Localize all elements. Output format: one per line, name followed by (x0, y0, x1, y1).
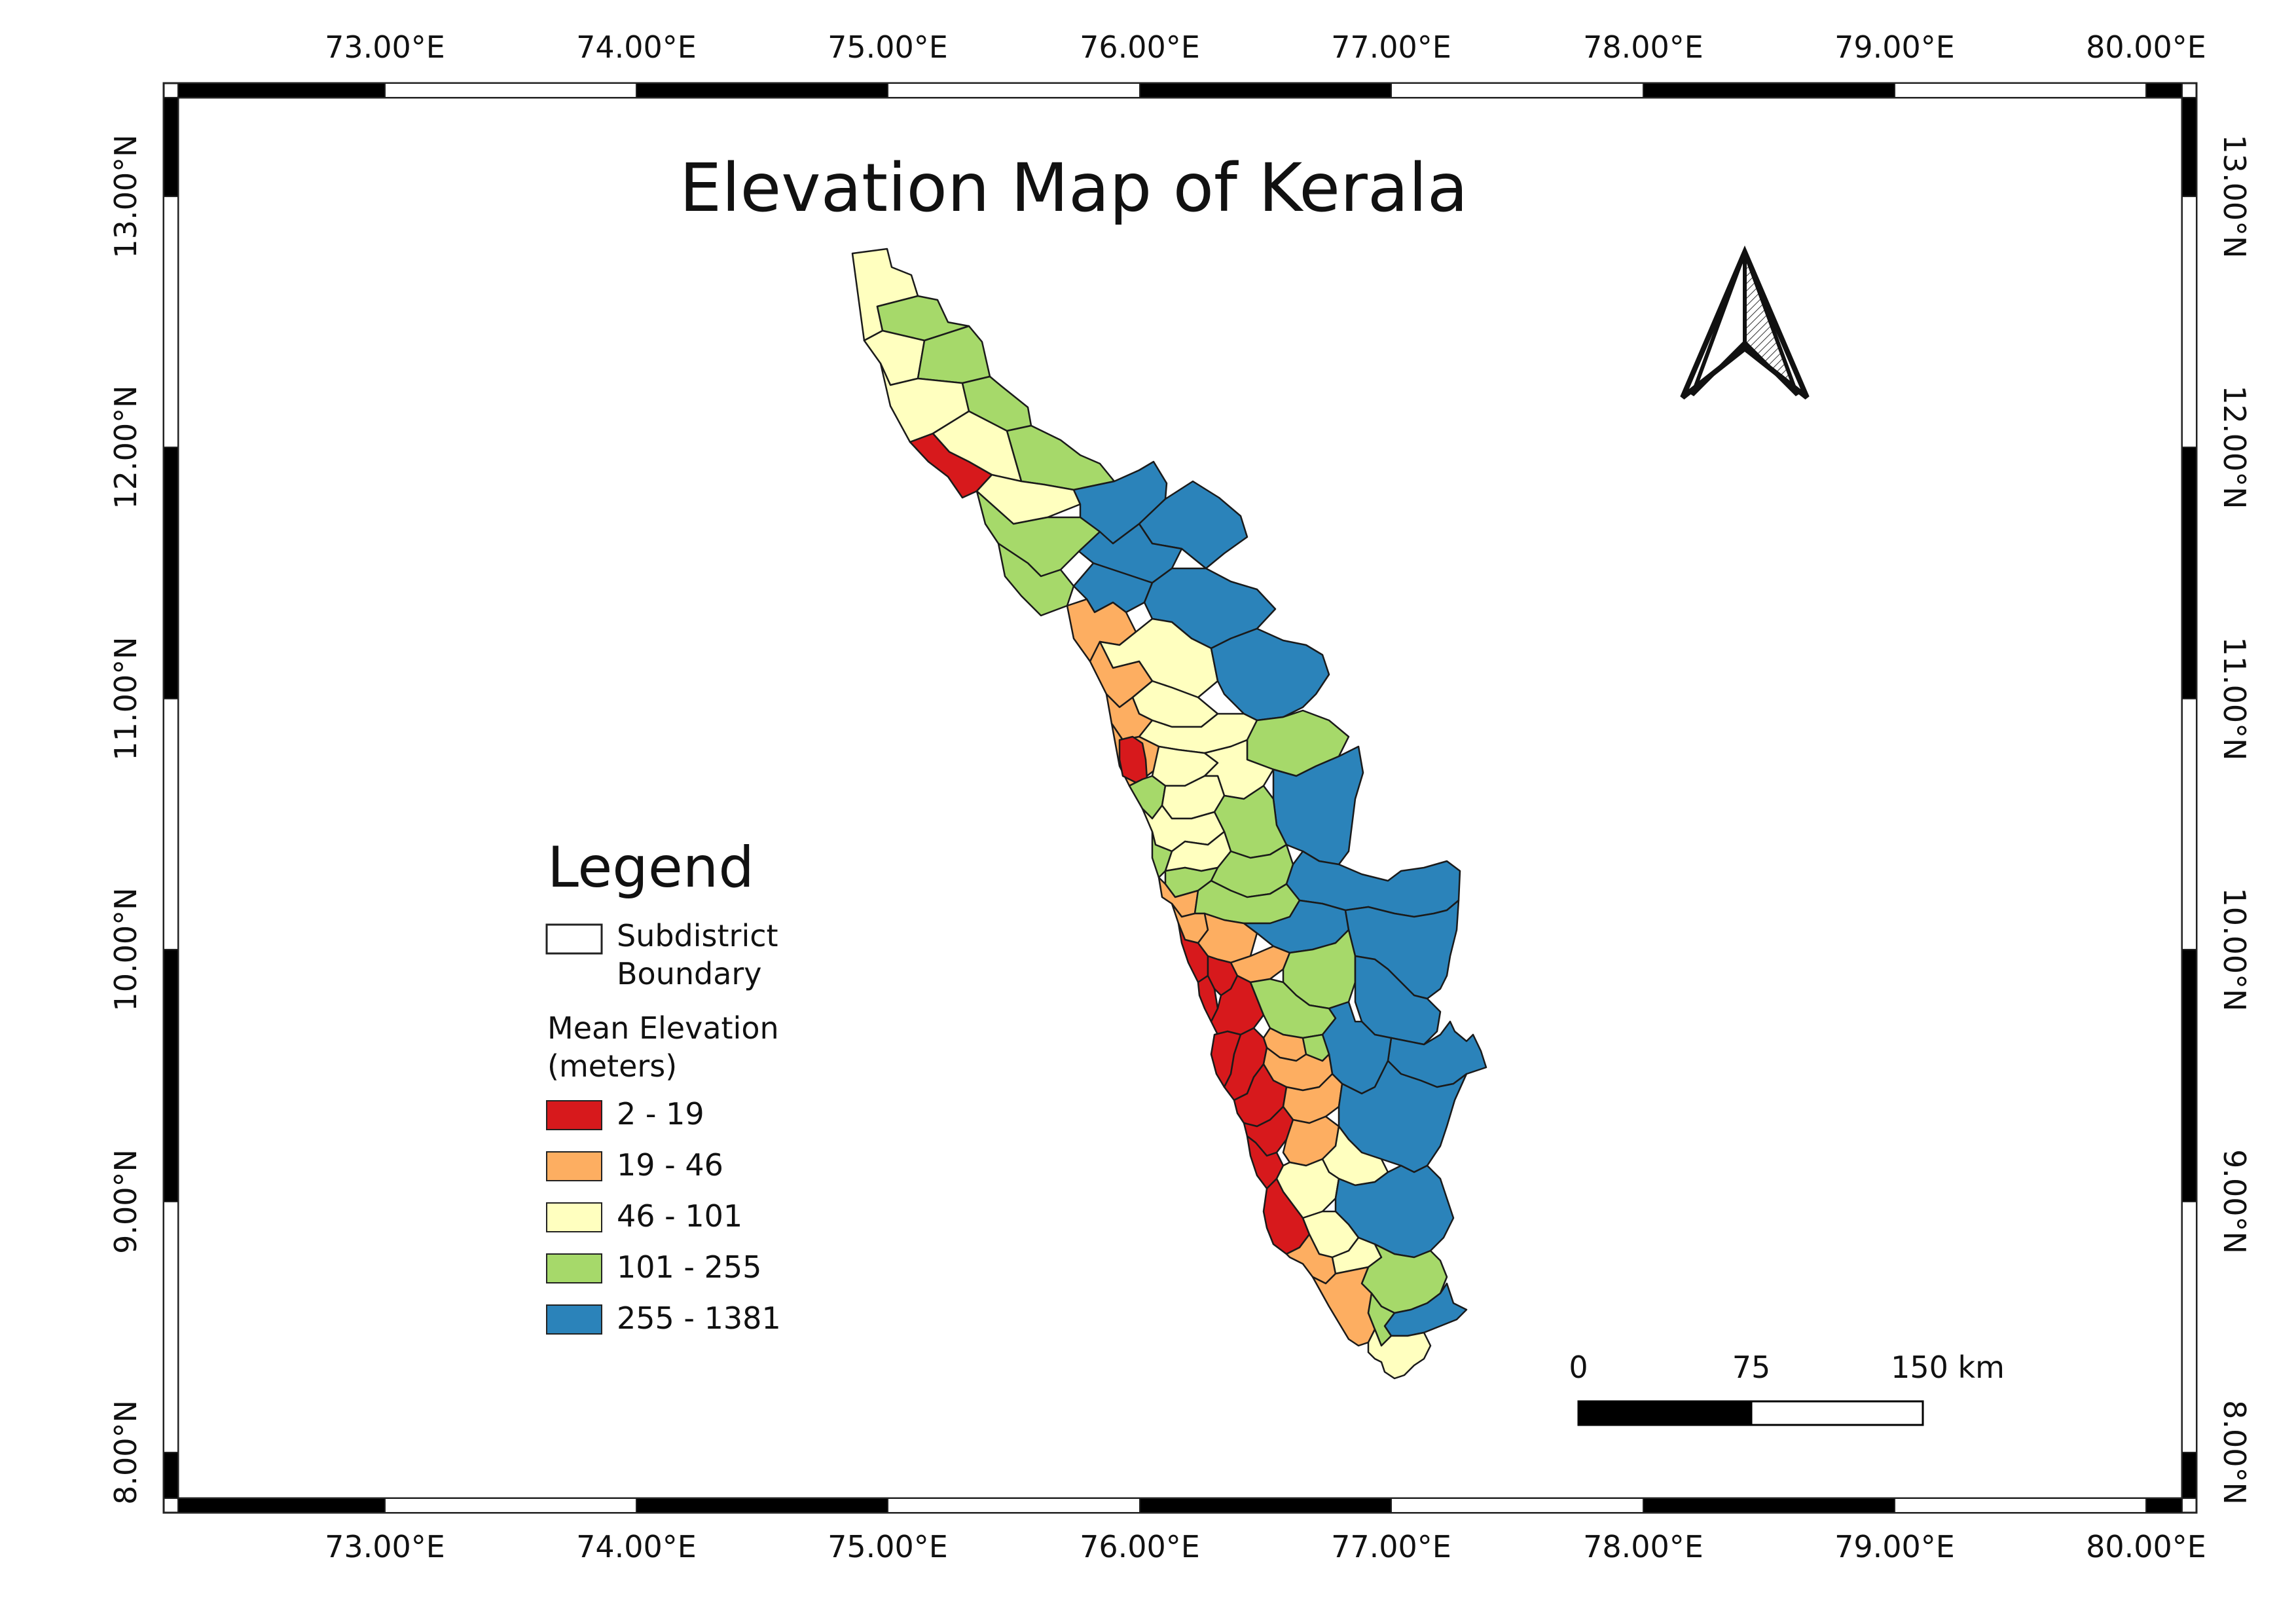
frame-graduation (163, 698, 179, 950)
map-title: Elevation Map of Kerala (680, 149, 1468, 227)
frame-graduation (2181, 698, 2197, 950)
latitude-label: 8.00°N (108, 1400, 143, 1505)
frame-graduation (1391, 1498, 1644, 1513)
longitude-labels-bottom: 73.00°E 74.00°E 75.00°E 76.00°E 77.00°E 78.00… (325, 1529, 2206, 1564)
longitude-label: 78.00°E (1583, 29, 1704, 65)
latitude-label: 12.00°N (2217, 385, 2252, 509)
latitude-label: 10.00°N (2217, 887, 2252, 1011)
latitude-label: 8.00°N (2217, 1400, 2252, 1505)
longitude-labels-top: 73.00°E 74.00°E 75.00°E 76.00°E 77.00°E 78.00… (325, 29, 2206, 65)
boundary-label-line2: Boundary (617, 956, 762, 991)
scale-bar: 0 75 150 km (1569, 1350, 2005, 1426)
longitude-label: 80.00°E (2086, 29, 2206, 65)
frame-graduation (2181, 97, 2197, 197)
latitude-label: 9.00°N (2217, 1149, 2252, 1254)
legend-class-label: 19 - 46 (617, 1147, 723, 1183)
longitude-label: 73.00°E (325, 1529, 445, 1564)
legend-swatch (546, 1253, 602, 1283)
frame-graduation (1894, 1498, 2147, 1513)
longitude-label: 76.00°E (1080, 29, 1200, 65)
frame-graduation (1643, 1498, 1895, 1513)
frame-graduation (163, 949, 179, 1202)
frame-graduation (1391, 83, 1644, 98)
elevation-title-line1: Mean Elevation (547, 1010, 779, 1046)
legend-swatch (546, 1304, 602, 1335)
subdistrict (1354, 955, 1442, 1046)
frame-graduation (887, 1498, 1140, 1513)
frame-graduation (2181, 1201, 2197, 1453)
longitude-label: 79.00°E (1834, 29, 1955, 65)
subdistrict (1210, 627, 1330, 722)
longitude-label: 76.00°E (1080, 1529, 1200, 1564)
frame-graduation (384, 1498, 637, 1513)
frame-graduation (2181, 447, 2197, 699)
longitude-label: 79.00°E (1834, 1529, 1955, 1564)
latitude-label: 13.00°N (2217, 134, 2252, 258)
boundary-swatch (545, 923, 603, 955)
scale-bar-segment-2 (1750, 1400, 1924, 1426)
legend-class-label: 2 - 19 (617, 1096, 704, 1132)
longitude-label: 77.00°E (1331, 29, 1451, 65)
subdistrict (932, 410, 1023, 483)
frame-graduation (1139, 1498, 1392, 1513)
subdistrict (1302, 1033, 1330, 1062)
frame-graduation (163, 447, 179, 699)
legend-swatch (546, 1202, 602, 1232)
frame-graduation (177, 1498, 386, 1513)
frame-graduation (2181, 1452, 2197, 1499)
frame-graduation (2145, 1498, 2183, 1513)
frame-graduation (1643, 83, 1895, 98)
latitude-label: 11.00°N (2217, 637, 2252, 760)
legend-title: Legend (547, 835, 754, 900)
longitude-label: 80.00°E (2086, 1529, 2206, 1564)
latitude-labels-left: 13.00°N 12.00°N 11.00°N 10.00°N 9.00°N 8.00°N (108, 134, 143, 1504)
latitude-label: 12.00°N (108, 385, 143, 509)
legend-swatch (546, 1151, 602, 1181)
scale-bar-segment-1 (1577, 1400, 1753, 1426)
subdistrict (975, 490, 1101, 578)
north-arrow-icon (1680, 245, 1810, 400)
frame-graduation (636, 1498, 888, 1513)
longitude-label: 74.00°E (576, 1529, 697, 1564)
subdistrict (1118, 735, 1148, 784)
frame-graduation (177, 83, 386, 98)
frame-graduation (384, 83, 637, 98)
latitude-label: 11.00°N (108, 637, 143, 760)
scale-label-0: 0 (1569, 1350, 1588, 1385)
frame-graduation (163, 196, 179, 448)
legend-class-label: 46 - 101 (617, 1198, 742, 1234)
legend-class-label: 255 - 1381 (617, 1301, 781, 1336)
subdistrict (1367, 1328, 1432, 1380)
scale-label-75: 75 (1732, 1350, 1771, 1385)
latitude-label: 10.00°N (108, 887, 143, 1011)
frame-graduation (636, 83, 888, 98)
scale-label-150: 150 km (1891, 1350, 2005, 1385)
elevation-title-line2: (meters) (547, 1048, 677, 1084)
subdistrict (997, 542, 1075, 617)
frame-graduation (1894, 83, 2147, 98)
frame-graduation (163, 1201, 179, 1453)
latitude-label: 9.00°N (108, 1149, 143, 1254)
latitude-label: 13.00°N (108, 134, 143, 258)
legend: Legend Subdistrict Boundary Mean Elevati… (545, 835, 781, 1336)
kerala-subdistricts (851, 248, 1487, 1380)
frame-graduation (2181, 949, 2197, 1202)
latitude-labels-right: 13.00°N 12.00°N 11.00°N 10.00°N 9.00°N 8.00°N (2217, 134, 2252, 1504)
frame-graduation (163, 97, 179, 197)
boundary-label-line1: Subdistrict (617, 918, 778, 953)
frame-graduation (887, 83, 1140, 98)
longitude-label: 77.00°E (1331, 1529, 1451, 1564)
frame-graduation (2145, 83, 2183, 98)
frame-graduation (163, 1452, 179, 1499)
longitude-label: 75.00°E (828, 1529, 948, 1564)
longitude-label: 78.00°E (1583, 1529, 1704, 1564)
longitude-label: 74.00°E (576, 29, 697, 65)
legend-swatch (546, 1100, 602, 1130)
longitude-label: 75.00°E (828, 29, 948, 65)
frame-graduation (2181, 196, 2197, 448)
frame-graduation (1139, 83, 1392, 98)
longitude-label: 73.00°E (325, 29, 445, 65)
legend-class-label: 101 - 255 (617, 1249, 761, 1285)
